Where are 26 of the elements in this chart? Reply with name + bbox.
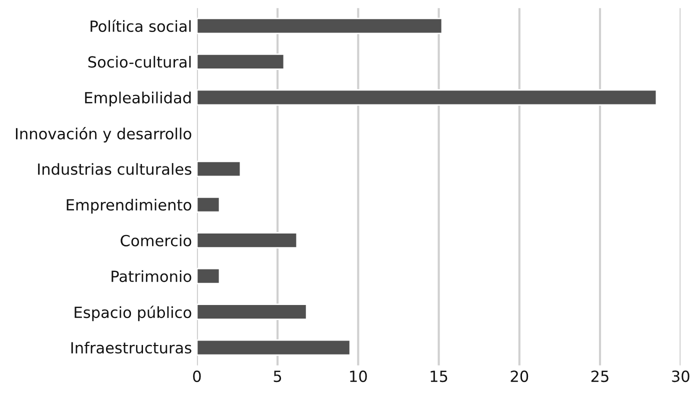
y-tick-label: Socio-cultural [88,56,191,68]
y-tick-label: Política social [90,20,191,32]
x-tick-label: 30 [672,370,690,382]
y-tick-label: Infraestructuras [71,342,192,354]
y-tick-label: Comercio [120,234,192,246]
bar [196,54,285,70]
bar [196,232,298,249]
x-tick-label: 5 [274,370,282,382]
y-tick-label: Industrias culturales [38,163,192,175]
bar [196,18,443,34]
bar [196,268,220,284]
y-tick-label: Empleabilidad [85,92,191,106]
x-tick-label: 0 [193,370,201,382]
x-tick-label: 25 [591,370,608,382]
x-tick-label: 20 [510,370,528,382]
bar [196,339,351,356]
bar [196,89,658,106]
x-tick-label: 10 [350,370,367,382]
bar [196,160,242,178]
x-tick-label: 15 [430,370,448,382]
bar [196,196,220,213]
y-tick-label: Emprendimiento [66,198,192,214]
y-tick-label: Espacio público [74,306,192,322]
bar [196,304,308,320]
y-tick-label: Innovación y desarrollo [16,127,192,142]
y-tick-label: Patrimonio [112,270,192,282]
